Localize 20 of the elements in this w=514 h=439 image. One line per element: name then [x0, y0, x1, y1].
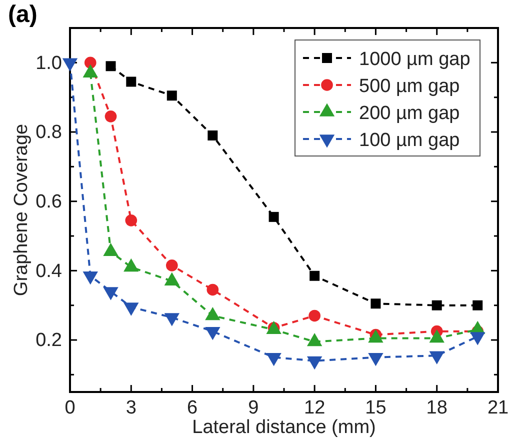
y-tick-label: 0.4 [36, 260, 62, 282]
x-tick-label: 0 [64, 397, 76, 418]
y-tick-label: 0.2 [36, 330, 62, 352]
x-tick-label: 21 [487, 397, 509, 418]
x-tick-label: 9 [248, 397, 259, 418]
x-tick-label: 3 [126, 397, 136, 418]
x-axis-title: Lateral distance (mm) [192, 417, 376, 438]
text: (a) [8, 1, 38, 28]
y-tick-label: 0.8 [36, 122, 62, 144]
y-axis-title: Graphene Coverage [11, 124, 32, 296]
x-tick-label: 18 [426, 397, 448, 418]
y-tick-label: 0.6 [36, 191, 62, 212]
legend-label: 100 µm gap [359, 130, 460, 151]
x-tick-label: 15 [365, 397, 386, 418]
legend-label: 1000 µm gap [359, 49, 470, 70]
x-tick-label: 6 [186, 397, 198, 418]
legend-label: 200 µm gap [359, 103, 460, 124]
y-tick-label: 1.0 [36, 52, 62, 74]
legend-label: 500 µm gap [359, 76, 460, 97]
x-tick-label: 12 [304, 397, 326, 418]
